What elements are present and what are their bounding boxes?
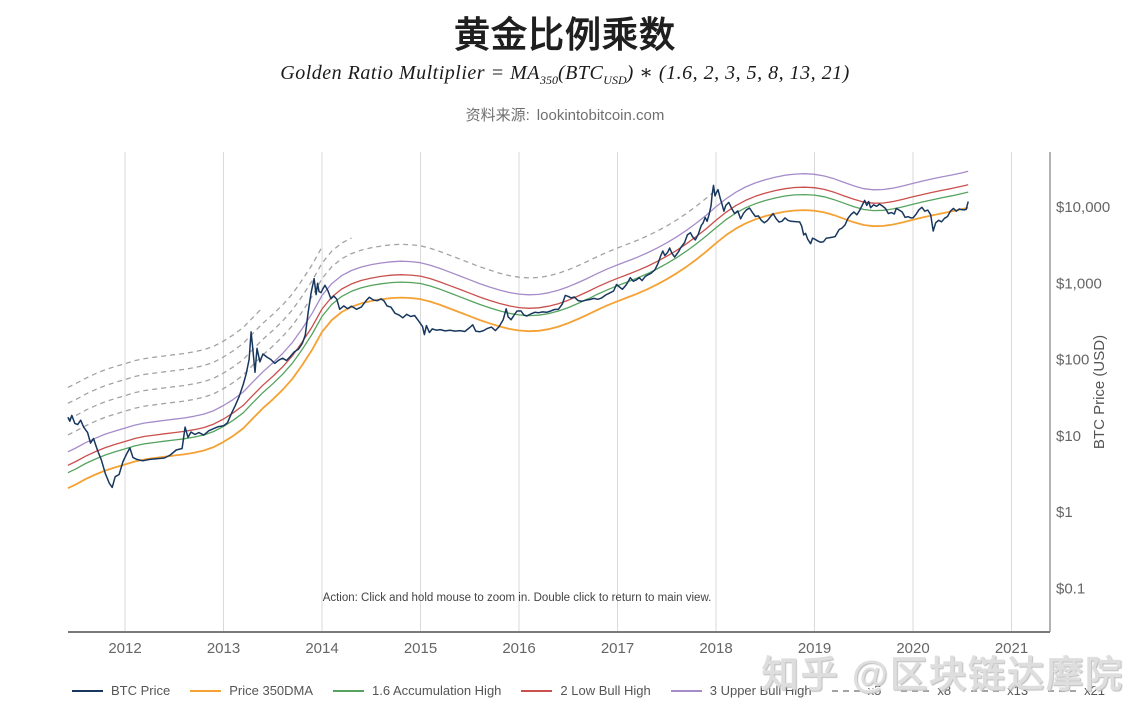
legend-item-1.6-accumulation-high[interactable]: 1.6 Accumulation High [333, 683, 501, 698]
x-tick-label: 2016 [502, 640, 535, 657]
x-tick-label: 2018 [699, 640, 732, 657]
x-tick-label: 2020 [896, 640, 929, 657]
formula-multipliers: 1.6, 2, 3, 5, 8, 13, 21 [666, 62, 843, 84]
source-line: 资料来源: lookintobitcoin.com [0, 104, 1130, 125]
legend-swatch-line [1048, 689, 1077, 692]
band-line-3-upper-bull-high [67, 170, 969, 453]
y-tick-label: $1 [1056, 504, 1073, 521]
x-tick-label: 2017 [601, 640, 634, 657]
formula-ma-sub: 350 [539, 73, 558, 87]
legend-item-x21[interactable]: x21 [1048, 683, 1105, 698]
legend-swatch-line [190, 689, 222, 692]
legend-item-btc-price[interactable]: BTC Price [72, 683, 170, 698]
band-line-2-low-bull-high [67, 184, 969, 466]
legend-label: BTC Price [111, 683, 171, 698]
formula-close: ) ∗ ( [626, 62, 667, 84]
legend-item-3-upper-bull-high[interactable]: 3 Upper Bull High [670, 683, 812, 698]
legend-label: x8 [937, 683, 952, 698]
x-tick-label: 2015 [404, 640, 437, 657]
legend-item-price-350dma[interactable]: Price 350DMA [190, 683, 313, 698]
y-tick-label: $10,000 [1056, 199, 1110, 216]
x-tick-label: 2014 [305, 640, 338, 657]
legend-label: x21 [1084, 683, 1106, 698]
legend-swatch-line [831, 689, 860, 692]
legend-item-x13[interactable]: x13 [971, 683, 1028, 698]
formula: Golden Ratio Multiplier = MA350(BTCUSD) … [0, 60, 1130, 88]
y-axis-title: BTC Price (USD) [1091, 335, 1108, 449]
band-line-1.6-accumulation-high [67, 191, 969, 474]
y-tick-label: $100 [1056, 352, 1089, 369]
band-line-x5 [67, 189, 717, 436]
legend-swatch-line [72, 689, 103, 692]
legend-label: 2 Low Bull High [560, 683, 651, 698]
legend-label: Price 350DMA [229, 683, 314, 698]
formula-eq: = [485, 62, 511, 84]
source-value: lookintobitcoin.com [536, 107, 665, 124]
x-tick-label: 2012 [108, 640, 141, 657]
legend-label: x13 [1007, 683, 1029, 698]
legend-swatch-line [901, 689, 930, 692]
page-title: 黄金比例乘数 [453, 14, 676, 55]
formula-open: (BTC [557, 62, 604, 84]
legend-label: 3 Upper Bull High [709, 683, 812, 698]
legend-swatch-line [333, 689, 365, 692]
y-tick-label: $10 [1056, 428, 1081, 445]
dma350-line [67, 206, 969, 490]
legend-label: x5 [867, 683, 882, 698]
x-tick-label: 2019 [798, 640, 831, 657]
x-tick-label: 2021 [995, 640, 1028, 657]
source-label: 资料来源: [465, 107, 530, 124]
x-tick-label: 2013 [207, 640, 240, 657]
legend-item-x5[interactable]: x5 [831, 683, 882, 698]
formula-ma: MA [510, 62, 540, 84]
y-tick-label: $0.1 [1056, 580, 1085, 597]
band-line-x21 [67, 306, 264, 388]
formula-btc-sub: USD [603, 73, 627, 87]
band-line-x8 [67, 237, 352, 420]
action-note: Action: Click and hold mouse to zoom in.… [323, 592, 712, 604]
band-line-x13 [67, 246, 323, 404]
legend-swatch-line [521, 689, 553, 692]
legend-label: 1.6 Accumulation High [372, 683, 502, 698]
formula-lhs: Golden Ratio Multiplier [280, 62, 486, 84]
legend-item-x8[interactable]: x8 [901, 683, 951, 698]
legend-swatch-line [971, 689, 1000, 692]
legend-swatch-line [670, 689, 702, 692]
y-tick-label: $1,000 [1056, 275, 1102, 292]
btc-price-line [67, 184, 969, 489]
golden-ratio-chart[interactable]: 2012 2013 2014 2015 2016 2017 2018 2019 2020 2021… [0, 140, 1130, 685]
formula-end: ) [842, 62, 850, 84]
legend: BTC Price Price 350DMA 1.6 Accumulation Hi… [72, 683, 1105, 698]
legend-item-2-low-bull-high[interactable]: 2 Low Bull High [521, 683, 651, 698]
